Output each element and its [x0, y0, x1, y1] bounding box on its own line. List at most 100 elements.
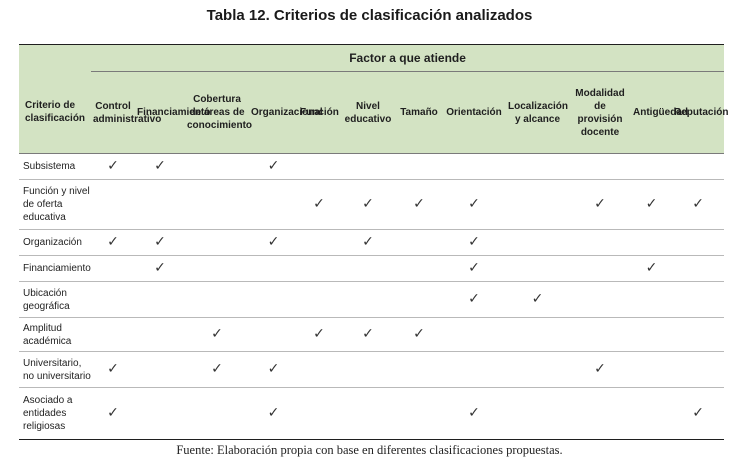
table-cell: ✓	[506, 281, 569, 318]
table-row: Financiamiento ✓ ✓ ✓	[19, 255, 725, 282]
table-cell	[249, 281, 298, 318]
check-mark-icon: ✓	[313, 195, 325, 212]
check-mark-icon: ✓	[211, 360, 223, 377]
factor-header: Función	[298, 71, 340, 154]
table-cell	[249, 179, 298, 230]
check-mark-icon: ✓	[267, 233, 280, 250]
source-note: Fuente: Elaboración propia con base en d…	[176, 443, 563, 457]
table-cell	[506, 387, 569, 440]
check-mark-icon: ✓	[645, 195, 658, 212]
table-cell	[185, 281, 249, 318]
table-title: Tabla 12. Criterios de clasificación ana…	[206, 7, 533, 24]
row-label: Asociado a entidades religiosas	[19, 387, 91, 440]
table-cell	[672, 351, 725, 388]
table-cell: ✓	[396, 179, 442, 230]
table-cell: ✓	[249, 387, 298, 440]
table-cell	[569, 255, 631, 282]
table-cell	[135, 179, 185, 230]
factor-header: Tamaño	[396, 71, 442, 154]
table-cell	[340, 387, 396, 440]
check-mark-icon: ✓	[692, 195, 704, 212]
table-cell	[340, 255, 396, 282]
table-cell: ✓	[91, 351, 135, 388]
table-cell	[185, 229, 249, 256]
table-cell: ✓	[249, 351, 298, 388]
table-cell: ✓	[396, 317, 442, 352]
criterion-column-header: Criterio de clasificación	[19, 71, 91, 154]
check-mark-icon: ✓	[692, 404, 704, 421]
table-cell	[672, 281, 725, 318]
table-row: Subsistema ✓ ✓ ✓	[19, 153, 725, 180]
table-cell	[631, 229, 672, 256]
check-mark-icon: ✓	[468, 404, 480, 421]
table-cell	[298, 153, 340, 180]
factor-header: Organizacional	[249, 71, 323, 154]
check-mark-icon: ✓	[211, 325, 223, 342]
table-cell: ✓	[631, 255, 672, 282]
table-cell	[91, 255, 135, 282]
table-cell: ✓	[442, 281, 506, 318]
table-row: Asociado a entidades religiosas ✓ ✓ ✓ ✓	[19, 387, 725, 440]
table-cell	[569, 153, 631, 180]
check-mark-icon: ✓	[645, 259, 658, 276]
table-cell	[631, 153, 672, 180]
table-row: Organización ✓ ✓ ✓ ✓ ✓	[19, 229, 725, 256]
table-cell	[569, 281, 631, 318]
table-cell: ✓	[135, 255, 185, 282]
row-label: Función y nivel de oferta educativa	[19, 179, 91, 230]
row-label: Universitario, no universitario	[19, 351, 91, 388]
table-cell: ✓	[298, 179, 340, 230]
check-mark-icon: ✓	[362, 233, 374, 250]
table-cell	[631, 317, 672, 352]
table-cell	[135, 387, 185, 440]
table-cell	[91, 281, 135, 318]
table-row: Amplitud académica ✓ ✓ ✓ ✓	[19, 317, 725, 352]
check-mark-icon: ✓	[531, 290, 544, 307]
table-cell: ✓	[91, 153, 135, 180]
table-cell: ✓	[340, 229, 396, 256]
row-label: Subsistema	[19, 153, 91, 180]
check-mark-icon: ✓	[267, 404, 280, 421]
check-mark-icon: ✓	[468, 233, 480, 250]
table-row: Función y nivel de oferta educativa ✓ ✓ ✓ ✓ ✓…	[19, 179, 725, 230]
table-cell: ✓	[672, 387, 725, 440]
factor-header: Localización y alcance	[506, 71, 569, 154]
table-cell	[249, 317, 298, 352]
table-cell	[442, 351, 506, 388]
table-cell: ✓	[672, 179, 725, 230]
check-mark-icon: ✓	[267, 360, 280, 377]
table-cell	[298, 281, 340, 318]
table-cell	[135, 351, 185, 388]
table-cell	[396, 351, 442, 388]
table-cell: ✓	[135, 229, 185, 256]
check-mark-icon: ✓	[468, 195, 480, 212]
check-mark-icon: ✓	[413, 325, 425, 342]
factor-header: Antigüedad	[631, 71, 688, 154]
factor-header: Reputación	[672, 71, 728, 154]
table-cell	[672, 153, 725, 180]
table-cell	[569, 317, 631, 352]
check-mark-icon: ✓	[107, 404, 119, 421]
check-mark-icon: ✓	[267, 157, 280, 174]
check-mark-icon: ✓	[413, 195, 425, 212]
table-cell	[340, 351, 396, 388]
factor-header: Financiamiento	[135, 71, 210, 154]
row-label: Financiamiento	[19, 255, 91, 282]
table-cell	[506, 153, 569, 180]
row-label: Organización	[19, 229, 91, 256]
table-cell	[298, 229, 340, 256]
factor-header: Cobertura de áreas de conocimiento	[185, 71, 252, 154]
table-row: Universitario, no universitario ✓ ✓ ✓ ✓	[19, 351, 725, 388]
factor-header: Modalidad de provisión docente	[569, 71, 631, 154]
table-cell: ✓	[442, 229, 506, 256]
table-cell: ✓	[185, 351, 249, 388]
table-cell	[340, 153, 396, 180]
check-mark-icon: ✓	[594, 360, 606, 377]
table-cell: ✓	[442, 387, 506, 440]
table-cell	[396, 387, 442, 440]
table-cell	[185, 255, 249, 282]
table-cell	[185, 387, 249, 440]
table-cell: ✓	[249, 153, 298, 180]
table-cell	[396, 229, 442, 256]
check-mark-icon: ✓	[594, 195, 606, 212]
